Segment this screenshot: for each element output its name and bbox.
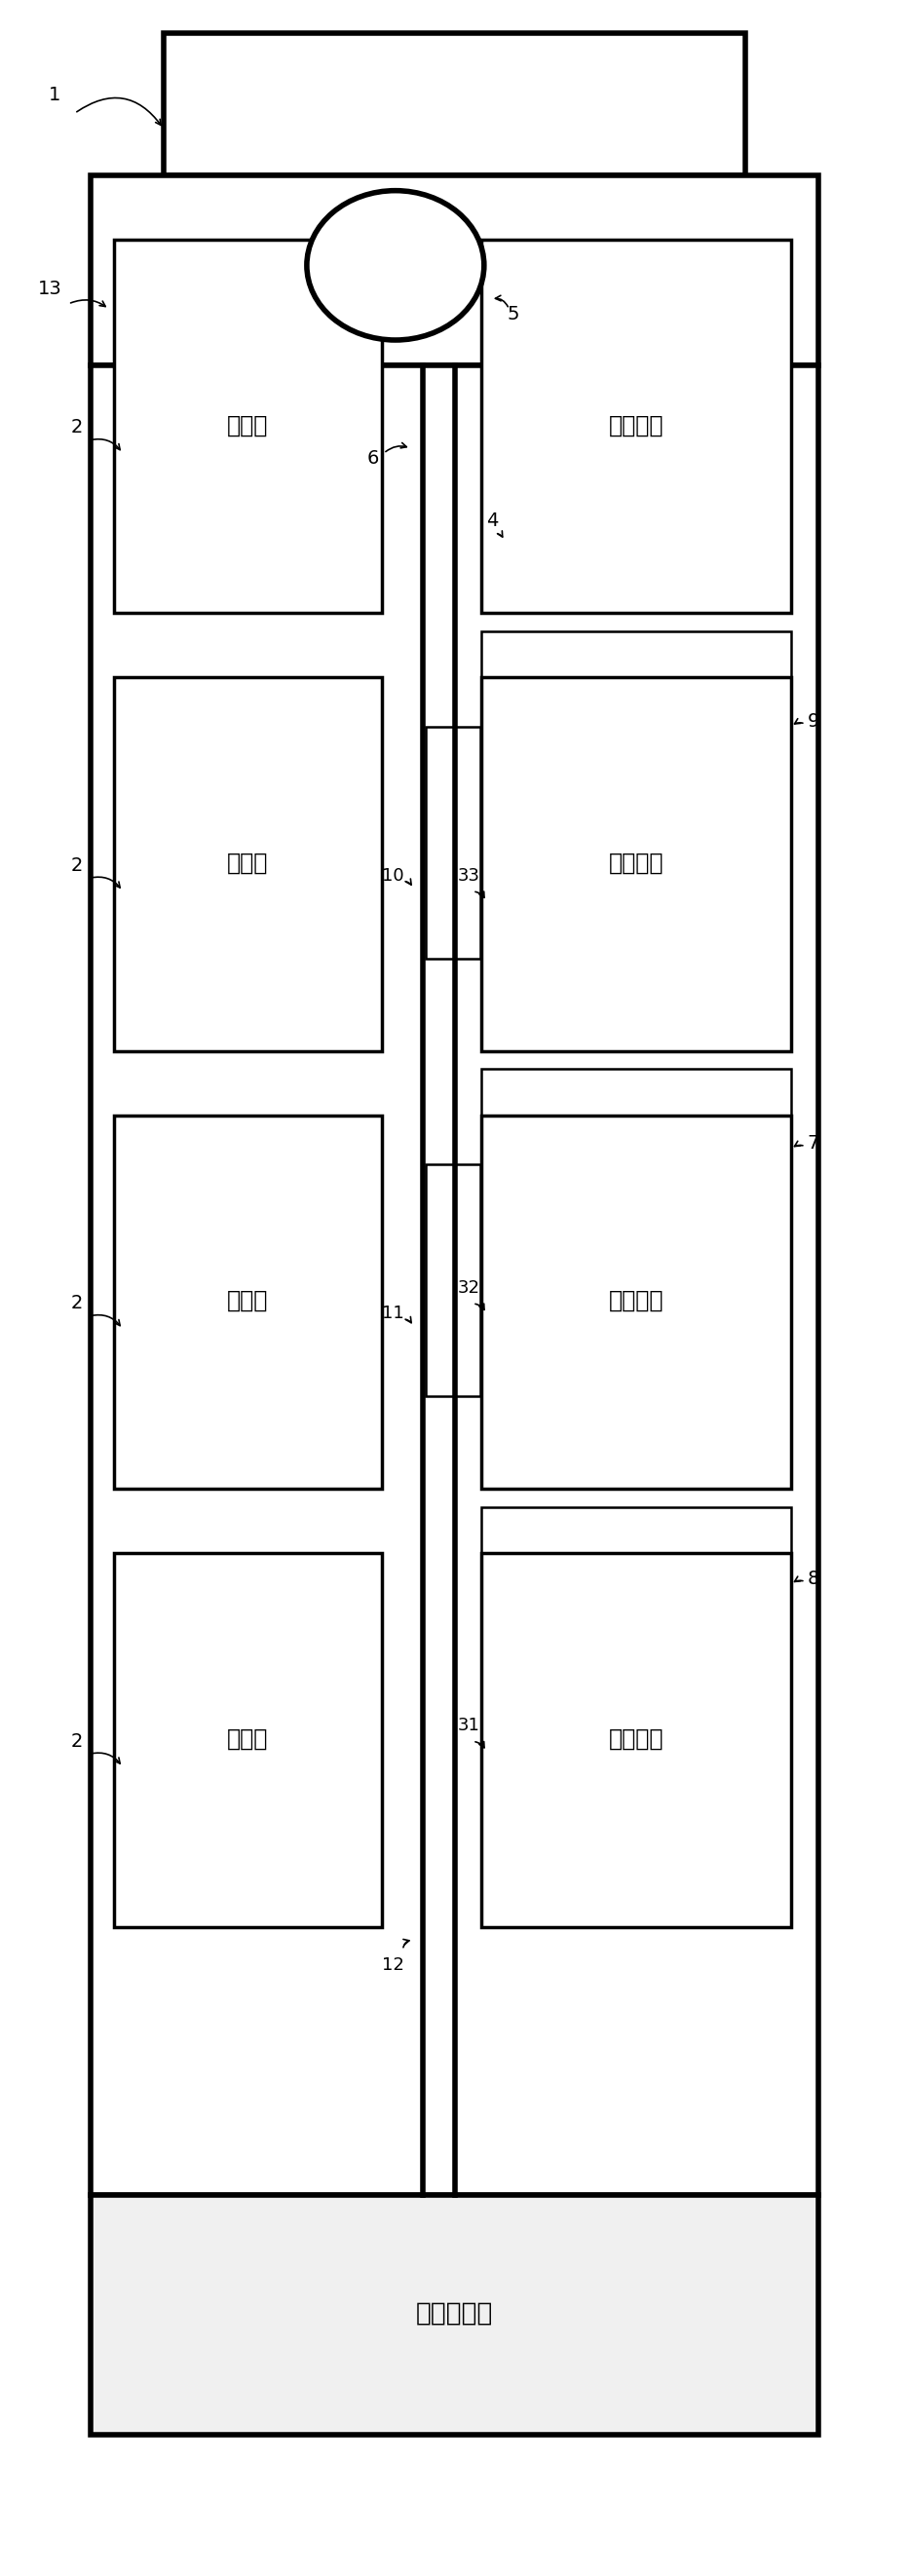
Text: 2: 2 [71, 417, 84, 438]
Bar [482, 1069, 791, 1211]
Bar [91, 366, 818, 2195]
Bar [482, 631, 791, 773]
Text: 10: 10 [382, 868, 404, 884]
Bar [482, 240, 791, 613]
Text: 2: 2 [71, 855, 84, 876]
Text: 4: 4 [486, 510, 499, 531]
Bar [482, 1507, 791, 1649]
Bar [482, 1553, 791, 1927]
Bar [482, 677, 791, 1051]
Bar [114, 1115, 382, 1489]
Text: 研磨部: 研磨部 [226, 412, 268, 438]
Text: 研磨部: 研磨部 [226, 850, 268, 876]
Bar [425, 726, 480, 958]
Bar [91, 2195, 818, 2434]
Ellipse shape [307, 191, 484, 340]
Text: 9: 9 [807, 711, 820, 732]
Bar [164, 33, 745, 175]
Text: 研磨部: 研磨部 [226, 1726, 268, 1752]
Text: 31: 31 [458, 1718, 480, 1734]
Text: 2: 2 [71, 1731, 84, 1752]
Text: 清洗装置: 清洗装置 [609, 1726, 664, 1752]
Text: 干燥装置: 干燥装置 [609, 412, 664, 438]
Text: 清洗装置: 清洗装置 [609, 850, 664, 876]
Bar [91, 175, 818, 366]
Bar [114, 677, 382, 1051]
Bar [425, 1164, 480, 1396]
Text: 33: 33 [458, 868, 480, 884]
Text: 12: 12 [382, 1958, 404, 1973]
Text: 7: 7 [807, 1133, 820, 1154]
Bar [114, 1553, 382, 1927]
Text: 研磨部: 研磨部 [226, 1288, 268, 1314]
Text: 11: 11 [382, 1306, 404, 1321]
Text: 8: 8 [807, 1569, 820, 1589]
Text: 32: 32 [458, 1280, 480, 1296]
Text: 清洗装置: 清洗装置 [609, 1288, 664, 1314]
Text: 载入载出部: 载入载出部 [415, 2300, 494, 2326]
Text: 13: 13 [38, 278, 62, 299]
Bar [114, 240, 382, 613]
Bar [482, 1115, 791, 1489]
Text: 2: 2 [71, 1293, 84, 1314]
Text: 5: 5 [507, 304, 520, 325]
Text: 6: 6 [366, 448, 379, 469]
Text: 1: 1 [48, 85, 61, 106]
